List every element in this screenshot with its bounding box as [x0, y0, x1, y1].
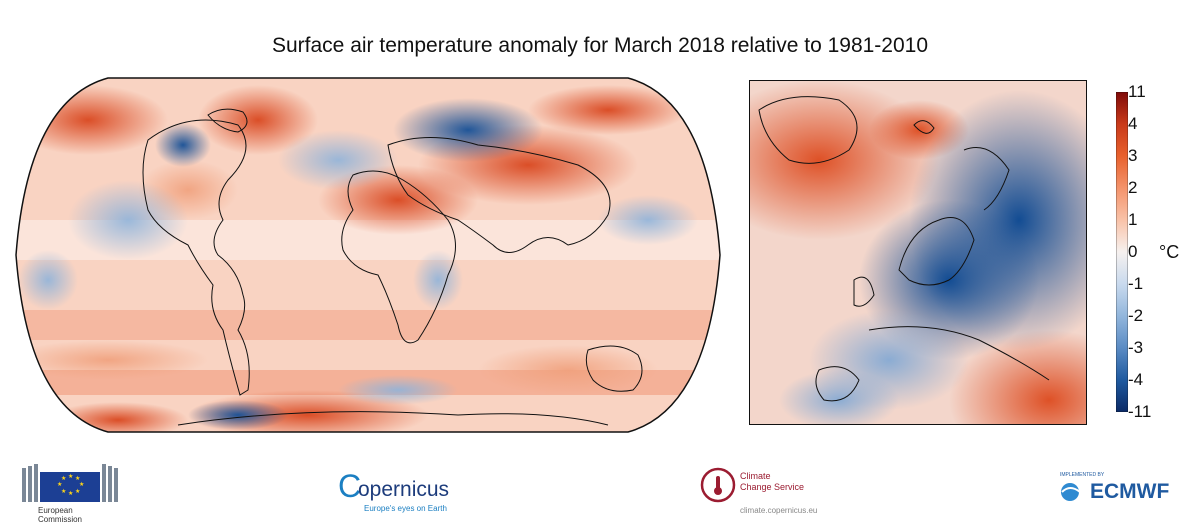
colorbar-tick-label: 3: [1128, 146, 1138, 165]
eu-line2: Commission: [38, 515, 83, 524]
colorbar-tick-label: -1: [1128, 274, 1144, 293]
eu-logo: ★ ★ ★ ★ ★ ★ ★ ★ European Commission: [20, 462, 120, 524]
colorbar-tick-label: 2: [1128, 178, 1138, 197]
copernicus-initial: C: [338, 468, 362, 504]
colorbar-tick-label: -3: [1128, 338, 1144, 357]
ecmwf-implemented: IMPLEMENTED BY: [1060, 472, 1105, 478]
ecmwf-name: ECMWF: [1090, 480, 1170, 503]
ecmwf-logo: IMPLEMENTED BY ECMWF: [1058, 472, 1188, 512]
copernicus-logo: C opernicus Europe's eyes on Earth: [338, 468, 488, 518]
colorbar: [1116, 92, 1128, 412]
copernicus-name: opernicus: [358, 478, 450, 501]
copernicus-tagline: Europe's eyes on Earth: [364, 504, 447, 513]
global-anomaly-map: [15, 77, 721, 433]
svg-text:★: ★: [75, 475, 80, 482]
svg-text:★: ★: [57, 481, 62, 488]
svg-text:★: ★: [68, 490, 73, 497]
colorbar-tick-label: 11: [1128, 82, 1146, 101]
colorbar-unit: °C: [1159, 242, 1180, 262]
colorbar-tick-label: 1: [1128, 210, 1138, 229]
colorbar-gradient: [1116, 92, 1128, 412]
eu-line1: European: [38, 506, 73, 515]
svg-text:★: ★: [61, 488, 66, 495]
thermometer-icon: [700, 467, 736, 503]
svg-text:★: ★: [79, 481, 84, 488]
colorbar-tick-label: 4: [1128, 114, 1138, 133]
c3s-line1: Climate: [740, 471, 771, 481]
svg-text:★: ★: [75, 488, 80, 495]
c3s-logo: Climate Change Service climate.copernicu…: [700, 465, 840, 520]
c3s-url: climate.copernicus.eu: [740, 506, 818, 515]
c3s-line2: Change Service: [740, 482, 805, 492]
colorbar-tick-label: -11: [1128, 402, 1152, 421]
svg-text:★: ★: [68, 473, 73, 480]
svg-text:★: ★: [61, 475, 66, 482]
chart-title: Surface air temperature anomaly for Marc…: [271, 34, 929, 57]
ecmwf-wave-icon: [1061, 483, 1090, 501]
colorbar-tick-label: 0: [1128, 242, 1138, 261]
colorbar-tick-label: -4: [1128, 370, 1144, 389]
europe-anomaly-map: [749, 80, 1087, 425]
colorbar-tick-label: -2: [1128, 306, 1144, 325]
